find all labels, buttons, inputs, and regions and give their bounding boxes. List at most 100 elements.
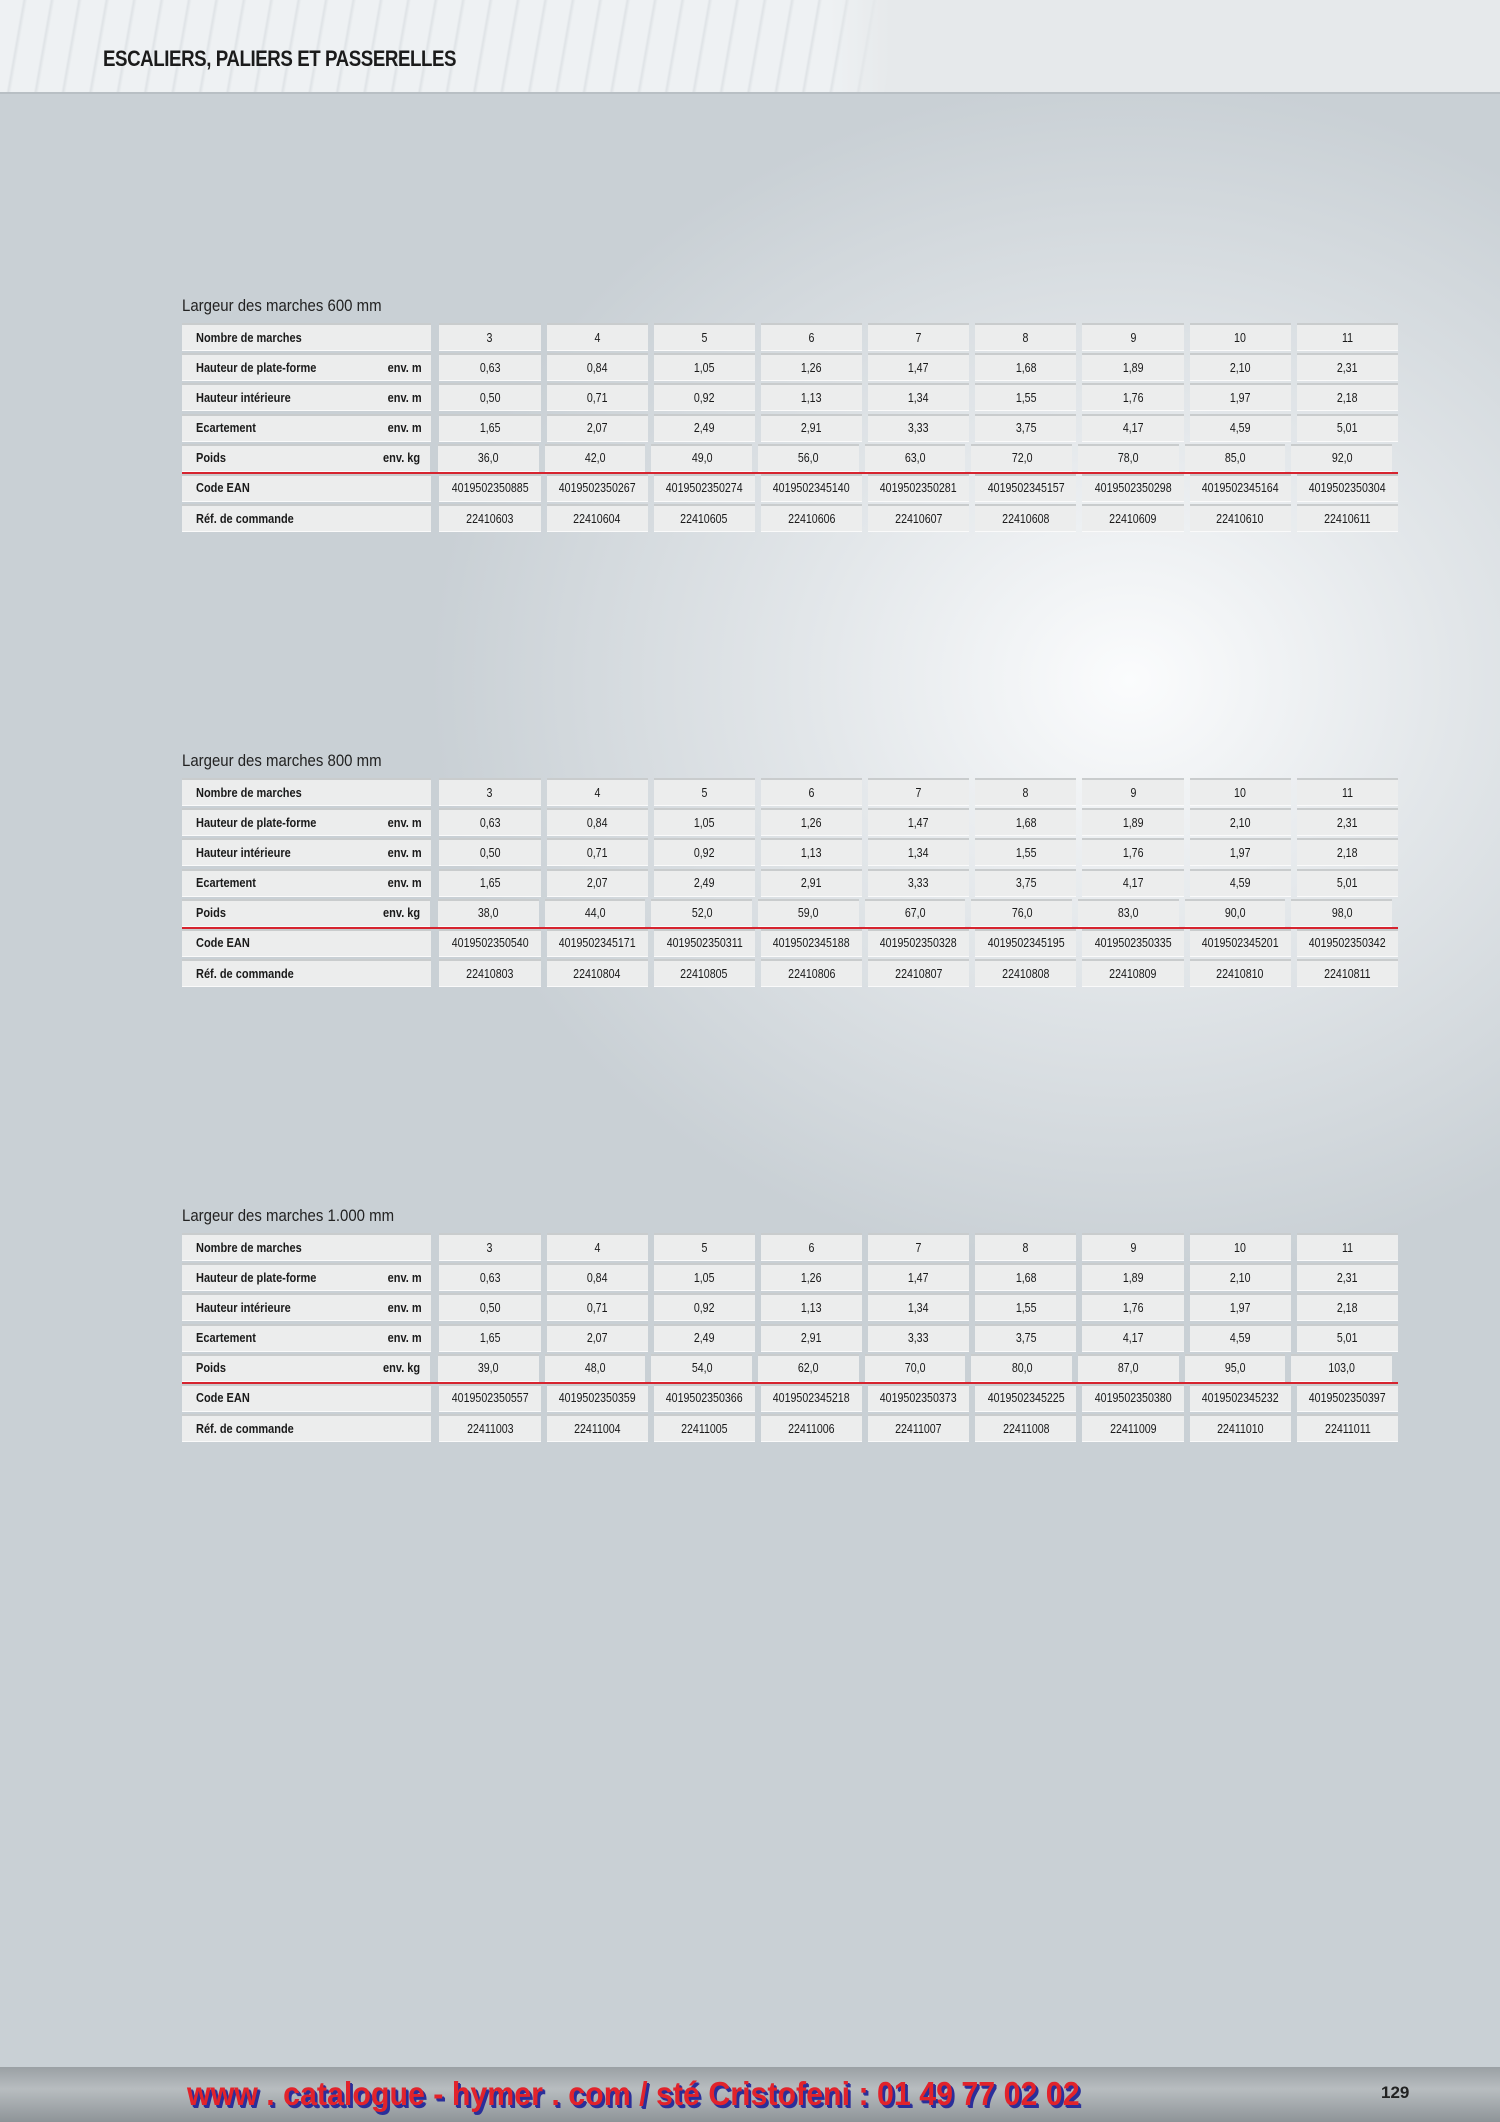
cell-value: 22411009	[1109, 1421, 1157, 1436]
table-cell: 2,49	[653, 868, 755, 897]
cell-value: 2,91	[801, 1331, 822, 1346]
table-row: Nombre de marches 3 4 5 6 7 8 9 10 11	[182, 1232, 1398, 1262]
cell-value: 1,47	[908, 360, 930, 375]
row-unit: env. m	[387, 1270, 422, 1285]
table-cell: 6	[760, 778, 863, 806]
row-unit: env. m	[387, 421, 422, 436]
table-row: Code EAN 4019502350540 4019502345171 401950…	[182, 928, 1398, 958]
cell-value: 4019502345188	[773, 936, 850, 951]
table-cell: 3,33	[868, 868, 970, 897]
cell-value: 76,0	[1011, 906, 1033, 921]
cell-value: 1,47	[908, 1270, 930, 1285]
cell-value: 3,33	[908, 421, 930, 436]
cell-value: 80,0	[1011, 1361, 1033, 1376]
row-label: Réf. de commande	[182, 959, 432, 988]
table-row: Hauteur de plate-forme env. m 0,63 0,84 1,05…	[182, 352, 1398, 382]
table-cell: 1,65	[439, 868, 541, 897]
table-cell: 0,84	[546, 353, 648, 382]
cell-value: 9	[1130, 785, 1136, 800]
cell-value: 1,68	[1015, 360, 1037, 375]
header-fade	[830, 0, 1500, 92]
table-cell: 4019502350311	[653, 928, 755, 957]
cell-value: 8	[1022, 330, 1029, 345]
cell-value: 1,76	[1122, 845, 1144, 860]
table-row: Réf. de commande 22410803 22410804 22410805…	[182, 958, 1398, 988]
row-label: Réf. de commande	[182, 1414, 432, 1443]
row-label-text: Code EAN	[196, 1391, 250, 1406]
table-cell: 1,34	[868, 383, 970, 412]
table-cell: 1,05	[653, 353, 755, 382]
cell-value: 3,33	[908, 1331, 930, 1346]
cell-value: 4	[594, 785, 601, 800]
table-cell: 3,75	[975, 868, 1077, 897]
row-label: Poids env. kg	[182, 1353, 431, 1382]
cell-value: 22410811	[1324, 966, 1371, 981]
table-cell: 4019502345201	[1189, 928, 1291, 957]
cell-value: 85,0	[1224, 451, 1246, 466]
cell-value: 9	[1130, 1240, 1136, 1255]
cell-value: 4019502350359	[558, 1391, 636, 1406]
table-title: Largeur des marches 600 mm	[182, 296, 382, 315]
table-cell: 22410609	[1082, 504, 1184, 533]
table-cell: 0,63	[439, 353, 541, 382]
cell-value: 4,59	[1229, 1331, 1251, 1346]
table-cell: 90,0	[1184, 898, 1286, 927]
table-cell: 4019502345164	[1189, 473, 1291, 502]
table-cell: 56,0	[758, 443, 859, 472]
cell-value: 2,10	[1229, 815, 1251, 830]
table-row: Poids env. kg 39,0 48,0 54,0 62,0 70,0 80,0 87,0…	[182, 1353, 1398, 1384]
table-cell: 83,0	[1078, 898, 1179, 927]
table-cell: 22410604	[546, 504, 648, 533]
cell-value: 4019502350335	[1094, 936, 1172, 951]
row-label: Hauteur de plate-forme env. m	[182, 353, 432, 382]
table-cell: 67,0	[864, 898, 966, 927]
table-cell: 22411006	[760, 1414, 863, 1443]
red-divider	[182, 926, 1398, 929]
table-cell: 2,31	[1296, 1263, 1398, 1292]
cell-value: 5,01	[1337, 421, 1358, 436]
table-cell: 1,97	[1189, 1293, 1291, 1322]
row-unit: env. kg	[383, 906, 421, 921]
cell-value: 78,0	[1118, 451, 1139, 466]
table-cell: 11	[1296, 323, 1398, 351]
table-cell: 4,17	[1082, 868, 1184, 897]
table-cell: 9	[1082, 323, 1184, 351]
cell-value: 4,17	[1122, 1331, 1144, 1346]
row-label: Poids env. kg	[182, 443, 431, 472]
cell-value: 5	[701, 330, 708, 345]
cell-value: 22410810	[1216, 966, 1264, 981]
cell-value: 2,18	[1337, 1300, 1358, 1315]
cell-value: 0,63	[479, 360, 501, 375]
table-cell: 4019502350557	[439, 1383, 541, 1412]
row-label: Ecartement env. m	[182, 413, 432, 442]
cell-value: 1,65	[479, 876, 501, 891]
cell-value: 0,63	[479, 815, 501, 830]
cell-value: 11	[1341, 785, 1353, 800]
cell-value: 4019502345157	[987, 481, 1065, 496]
table-row: Nombre de marches 3 4 5 6 7 8 9 10 11	[182, 777, 1398, 807]
table-cell: 4	[546, 323, 648, 351]
cell-value: 4019502350380	[1094, 1391, 1172, 1406]
cell-value: 1,34	[908, 1300, 930, 1315]
cell-value: 2,49	[693, 1331, 715, 1346]
table-cell: 4019502345171	[546, 928, 648, 957]
table-cell: 1,55	[975, 383, 1077, 412]
catalogue-link[interactable]: www . catalogue - hymer . com / sté Cris…	[187, 2075, 1080, 2112]
cell-value: 49,0	[691, 451, 713, 466]
cell-value: 4	[594, 1240, 601, 1255]
page-header: ESCALIERS, PALIERS ET PASSERELLES	[0, 0, 1500, 94]
table-cell: 22411009	[1082, 1414, 1184, 1443]
cell-value: 70,0	[904, 1361, 926, 1376]
table-cell: 9	[1082, 778, 1184, 806]
cell-value: 1,68	[1015, 815, 1037, 830]
cell-value: 0,92	[693, 390, 715, 405]
row-label-text: Hauteur de plate-forme	[196, 815, 317, 830]
cell-value: 6	[808, 330, 815, 345]
table-cell: 5	[653, 778, 755, 806]
table-cell: 2,07	[546, 868, 648, 897]
cell-value: 4019502350311	[666, 936, 743, 951]
row-label: Poids env. kg	[182, 898, 431, 927]
cell-value: 5,01	[1337, 1331, 1358, 1346]
cell-value: 38,0	[478, 906, 499, 921]
cell-value: 3,33	[908, 876, 930, 891]
